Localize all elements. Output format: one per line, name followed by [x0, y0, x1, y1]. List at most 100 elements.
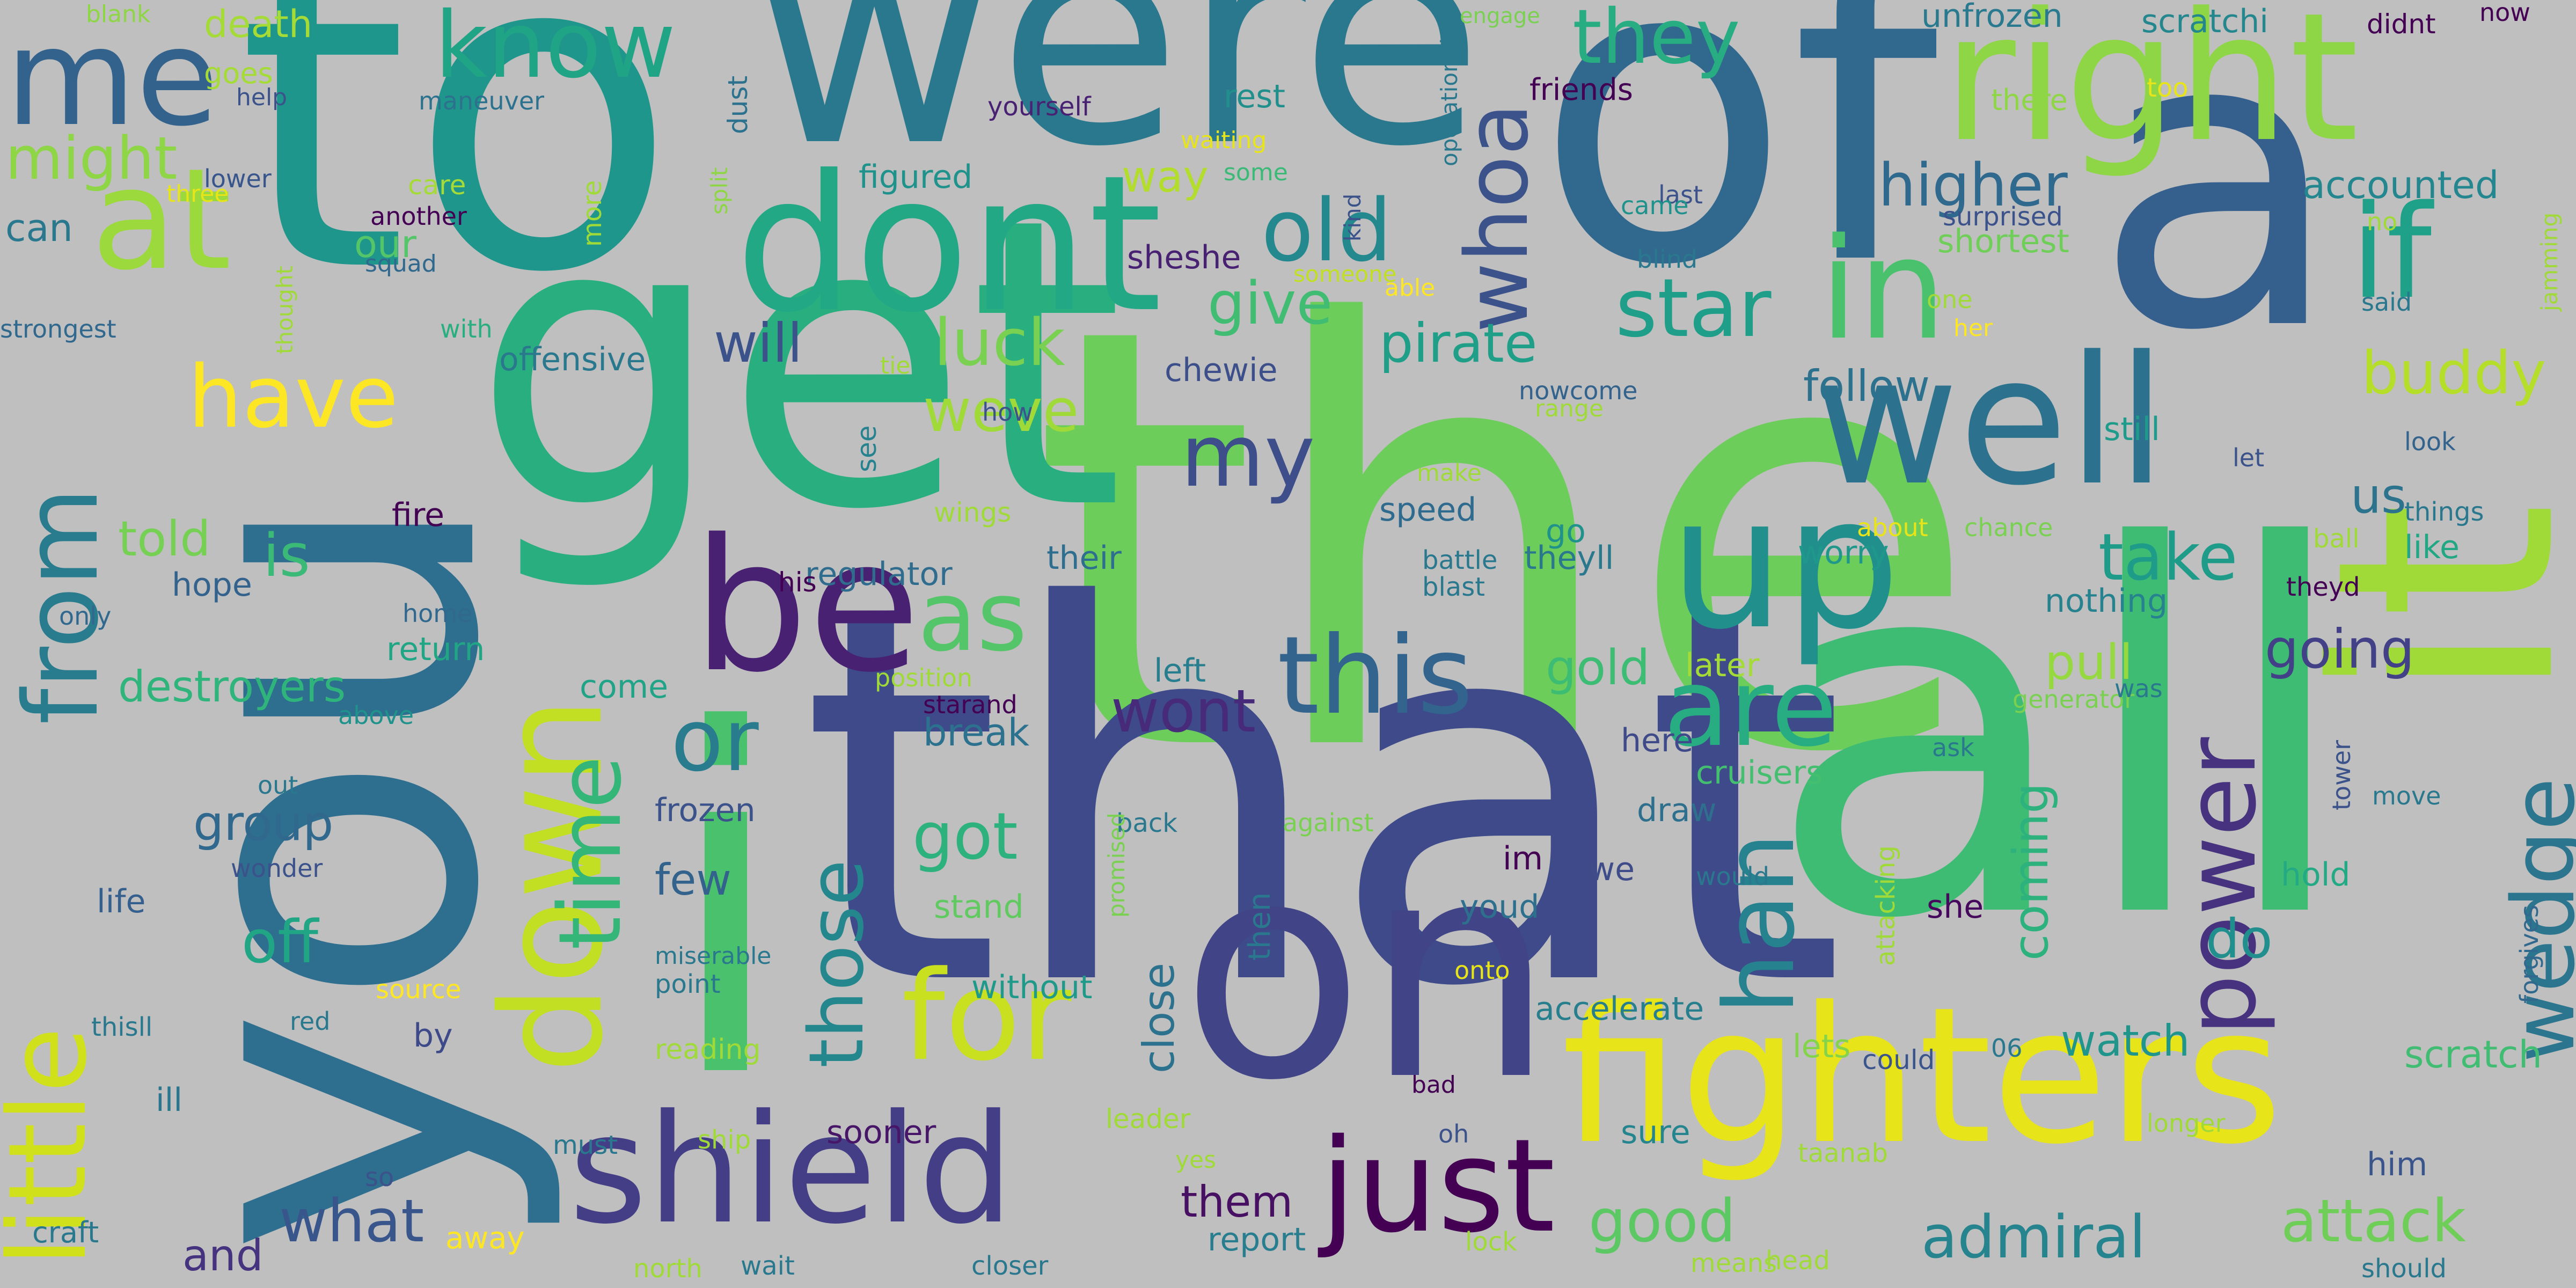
cloud-word: friends: [1529, 72, 1633, 107]
cloud-word: hope: [172, 566, 252, 604]
cloud-word: im: [1503, 840, 1543, 877]
cloud-word: their: [1046, 539, 1122, 577]
cloud-word: with: [440, 314, 493, 343]
cloud-word: his: [778, 567, 817, 598]
cloud-word: 06: [1991, 1034, 2023, 1063]
cloud-word: youd: [1460, 888, 1540, 926]
cloud-word: good: [1589, 1187, 1736, 1255]
cloud-word: here: [1621, 722, 1694, 759]
cloud-word: up: [1669, 457, 1901, 670]
cloud-word: admiral: [1921, 1203, 2146, 1271]
cloud-word: still: [2104, 411, 2160, 448]
cloud-word: sheshe: [1127, 239, 1241, 276]
cloud-word: is: [263, 521, 310, 590]
cloud-word: just: [1320, 1111, 1555, 1261]
cloud-word: death: [204, 2, 313, 46]
cloud-word: coming: [2003, 782, 2059, 961]
cloud-word: split: [706, 167, 733, 215]
cloud-word: engage: [1460, 4, 1540, 28]
cloud-word: goes: [204, 56, 273, 90]
cloud-word: pull: [2045, 634, 2133, 691]
cloud-word: lock: [1465, 1227, 1517, 1257]
cloud-word: another: [370, 202, 467, 231]
cloud-word: might: [5, 124, 178, 193]
cloud-word: blind: [1637, 245, 1698, 274]
cloud-word: then: [1242, 892, 1277, 961]
cloud-word: look: [2404, 427, 2456, 456]
cloud-word: know: [435, 0, 676, 99]
cloud-word: regulator: [805, 555, 953, 593]
cloud-word: return: [386, 631, 485, 668]
cloud-word: last: [1658, 180, 1703, 209]
cloud-word: fire: [392, 496, 445, 534]
cloud-word: must: [553, 1130, 618, 1160]
cloud-word: things: [2404, 497, 2484, 527]
cloud-word: draw: [1637, 792, 1717, 829]
cloud-word: no: [2367, 207, 2398, 236]
cloud-word: more: [577, 180, 608, 247]
cloud-word: back: [1116, 808, 1178, 838]
cloud-word: range: [1535, 395, 1604, 422]
cloud-word: frozen: [655, 792, 756, 829]
cloud-word: can: [5, 206, 73, 250]
cloud-word: that: [800, 500, 1846, 1099]
cloud-word: three: [166, 180, 229, 208]
cloud-word: out: [258, 771, 298, 800]
cloud-word: shortest: [1937, 223, 2069, 260]
cloud-word: came: [1621, 191, 1689, 220]
cloud-word: left: [1154, 652, 1206, 690]
cloud-word: leader: [1106, 1103, 1191, 1135]
cloud-word: time: [540, 756, 640, 950]
cloud-word: well: [1814, 318, 2167, 524]
cloud-word: too: [2147, 73, 2189, 103]
cloud-word: attacking: [1871, 845, 1901, 966]
cloud-word: wonder: [231, 854, 323, 883]
cloud-word: i: [660, 632, 792, 1182]
cloud-word: are: [1664, 646, 1838, 771]
cloud-word: miserable: [655, 942, 772, 970]
cloud-word: longer: [2147, 1109, 2226, 1138]
cloud-word: told: [118, 511, 211, 567]
cloud-word: care: [408, 170, 466, 201]
cloud-word: taanab: [1798, 1138, 1888, 1168]
cloud-word: ask: [1932, 733, 1974, 762]
cloud-word: gold: [1546, 640, 1650, 696]
cloud-word: they: [1572, 0, 1740, 81]
cloud-word: few: [655, 855, 731, 905]
cloud-word: those: [793, 859, 881, 1068]
cloud-word: wont: [1111, 677, 1256, 745]
cloud-word: han: [1704, 832, 1816, 1014]
cloud-word: thisll: [91, 1012, 153, 1042]
cloud-word: move: [2372, 781, 2441, 810]
cloud-word: promised: [1103, 813, 1130, 918]
cloud-word: help: [236, 84, 288, 111]
cloud-word: we: [1589, 851, 1635, 888]
cloud-word: someone: [1293, 261, 1397, 287]
cloud-word: source: [376, 975, 462, 1005]
cloud-word: surprised: [1943, 202, 2063, 232]
cloud-word: bad: [1411, 1071, 1456, 1099]
cloud-word: tie: [880, 352, 911, 379]
cloud-word: give: [1208, 269, 1333, 338]
cloud-word: speed: [1379, 491, 1477, 529]
cloud-word: cruisers: [1696, 754, 1823, 792]
cloud-word: going: [2265, 618, 2415, 680]
cloud-word: got: [912, 800, 1018, 874]
cloud-word: fighters: [1562, 967, 2283, 1185]
cloud-word: offensive: [499, 341, 646, 378]
cloud-word: them: [1181, 1177, 1293, 1227]
cloud-word: lower: [204, 164, 272, 193]
cloud-word: home: [402, 599, 473, 628]
cloud-word: be: [692, 500, 920, 713]
cloud-word: figured: [859, 158, 973, 196]
cloud-word: point: [655, 969, 721, 999]
cloud-word: come: [580, 668, 669, 706]
cloud-word: sure: [1621, 1114, 1690, 1151]
cloud-word: accelerate: [1535, 990, 1704, 1028]
cloud-word: higher: [1878, 151, 2068, 219]
cloud-word: group: [193, 795, 334, 852]
cloud-word: reading: [655, 1034, 761, 1066]
cloud-word: worry: [1798, 534, 1889, 572]
cloud-word: have: [188, 347, 399, 447]
cloud-word: accounted: [2302, 163, 2499, 207]
